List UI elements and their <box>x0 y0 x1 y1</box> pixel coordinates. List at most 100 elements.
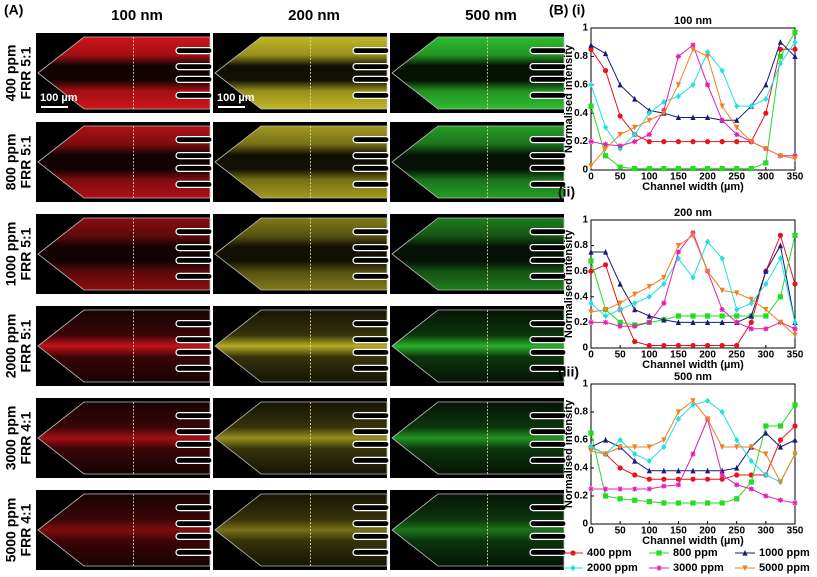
data-point <box>748 300 754 307</box>
micrograph <box>390 122 567 202</box>
data-point <box>632 131 638 138</box>
data-point <box>719 476 725 482</box>
data-point <box>748 103 754 110</box>
data-point <box>748 312 754 319</box>
outlet <box>529 364 567 373</box>
data-point <box>777 46 784 52</box>
micrograph <box>36 398 213 478</box>
data-point <box>588 258 594 264</box>
data-point <box>646 319 652 325</box>
x-tick-label: 100 <box>641 526 658 537</box>
data-point <box>719 139 725 145</box>
data-point <box>792 39 798 46</box>
data-point <box>661 342 667 349</box>
data-point <box>646 165 652 172</box>
data-point <box>704 53 711 60</box>
data-point <box>704 467 711 474</box>
row-label: 1000 ppm <box>3 222 19 287</box>
data-point <box>617 306 623 313</box>
row-label: FRR 5:1 <box>18 319 34 372</box>
x-tick-label: 50 <box>615 350 627 361</box>
x-tick-label: 300 <box>758 350 775 361</box>
x-tick-label: 150 <box>670 350 687 361</box>
y-tick-label: 0.4 <box>574 108 588 119</box>
data-point <box>704 397 711 404</box>
data-point <box>777 319 784 326</box>
data-point <box>646 467 652 474</box>
outlet <box>175 520 213 528</box>
outlet <box>175 47 213 55</box>
y-tick-label: 1 <box>582 23 588 34</box>
data-point <box>792 451 798 458</box>
outlet <box>529 256 567 265</box>
data-point <box>632 300 638 307</box>
data-point <box>646 486 652 492</box>
legend-label: 800 ppm <box>673 547 718 559</box>
channel <box>214 125 388 199</box>
data-point <box>661 275 667 281</box>
data-point <box>704 319 711 325</box>
x-tick-label: 150 <box>670 172 687 183</box>
data-point <box>661 139 667 145</box>
data-point <box>617 486 623 492</box>
data-point <box>661 316 667 323</box>
data-point <box>763 160 769 166</box>
outlet <box>352 180 390 189</box>
outlet <box>529 228 567 236</box>
outlet <box>175 180 213 189</box>
data-point <box>675 243 682 249</box>
column-header: 200 nm <box>288 7 340 24</box>
data-point <box>690 274 696 281</box>
outlet <box>529 152 567 160</box>
outlet <box>175 256 213 265</box>
y-tick-label: 0.6 <box>574 266 588 277</box>
data-point <box>734 496 740 502</box>
data-point <box>734 103 740 110</box>
outlet <box>352 320 390 328</box>
data-point <box>602 312 609 320</box>
micrograph <box>213 122 390 202</box>
data-point <box>734 472 740 478</box>
y-tick-label: 0.4 <box>574 463 588 474</box>
data-point <box>646 293 652 300</box>
data-point <box>763 146 769 152</box>
data-point <box>777 479 784 486</box>
channel <box>37 493 211 567</box>
data-point <box>646 457 652 465</box>
outlet <box>352 256 390 265</box>
data-point <box>675 53 682 59</box>
data-point <box>690 451 696 457</box>
channel <box>37 309 211 383</box>
outlet <box>175 228 213 236</box>
data-point <box>661 98 667 105</box>
data-point <box>734 436 740 444</box>
data-point <box>588 300 594 307</box>
row-label: FRR 5:1 <box>18 227 34 280</box>
data-point <box>704 342 711 349</box>
scale-bar-label: 100 µm <box>217 92 255 104</box>
row-label: 800 ppm <box>3 134 19 191</box>
data-point <box>777 255 784 262</box>
data-point <box>675 313 682 319</box>
data-point <box>570 564 576 572</box>
data-point <box>748 444 754 451</box>
legend-label: 1000 ppm <box>759 547 810 559</box>
data-point <box>617 319 623 325</box>
data-point <box>646 131 652 138</box>
data-point <box>602 436 609 443</box>
data-point <box>690 42 696 48</box>
data-point <box>690 476 696 482</box>
x-tick-label: 50 <box>615 172 627 183</box>
data-point <box>704 500 711 506</box>
data-point <box>763 313 769 319</box>
outlet <box>529 336 567 344</box>
column-header: 500 nm <box>465 7 517 24</box>
outlet <box>175 320 213 328</box>
outlet <box>175 412 213 420</box>
data-point <box>734 482 740 488</box>
outlet <box>175 244 213 252</box>
micrograph <box>36 306 213 386</box>
data-point <box>763 268 769 274</box>
data-point <box>602 153 609 159</box>
data-point <box>675 342 682 349</box>
